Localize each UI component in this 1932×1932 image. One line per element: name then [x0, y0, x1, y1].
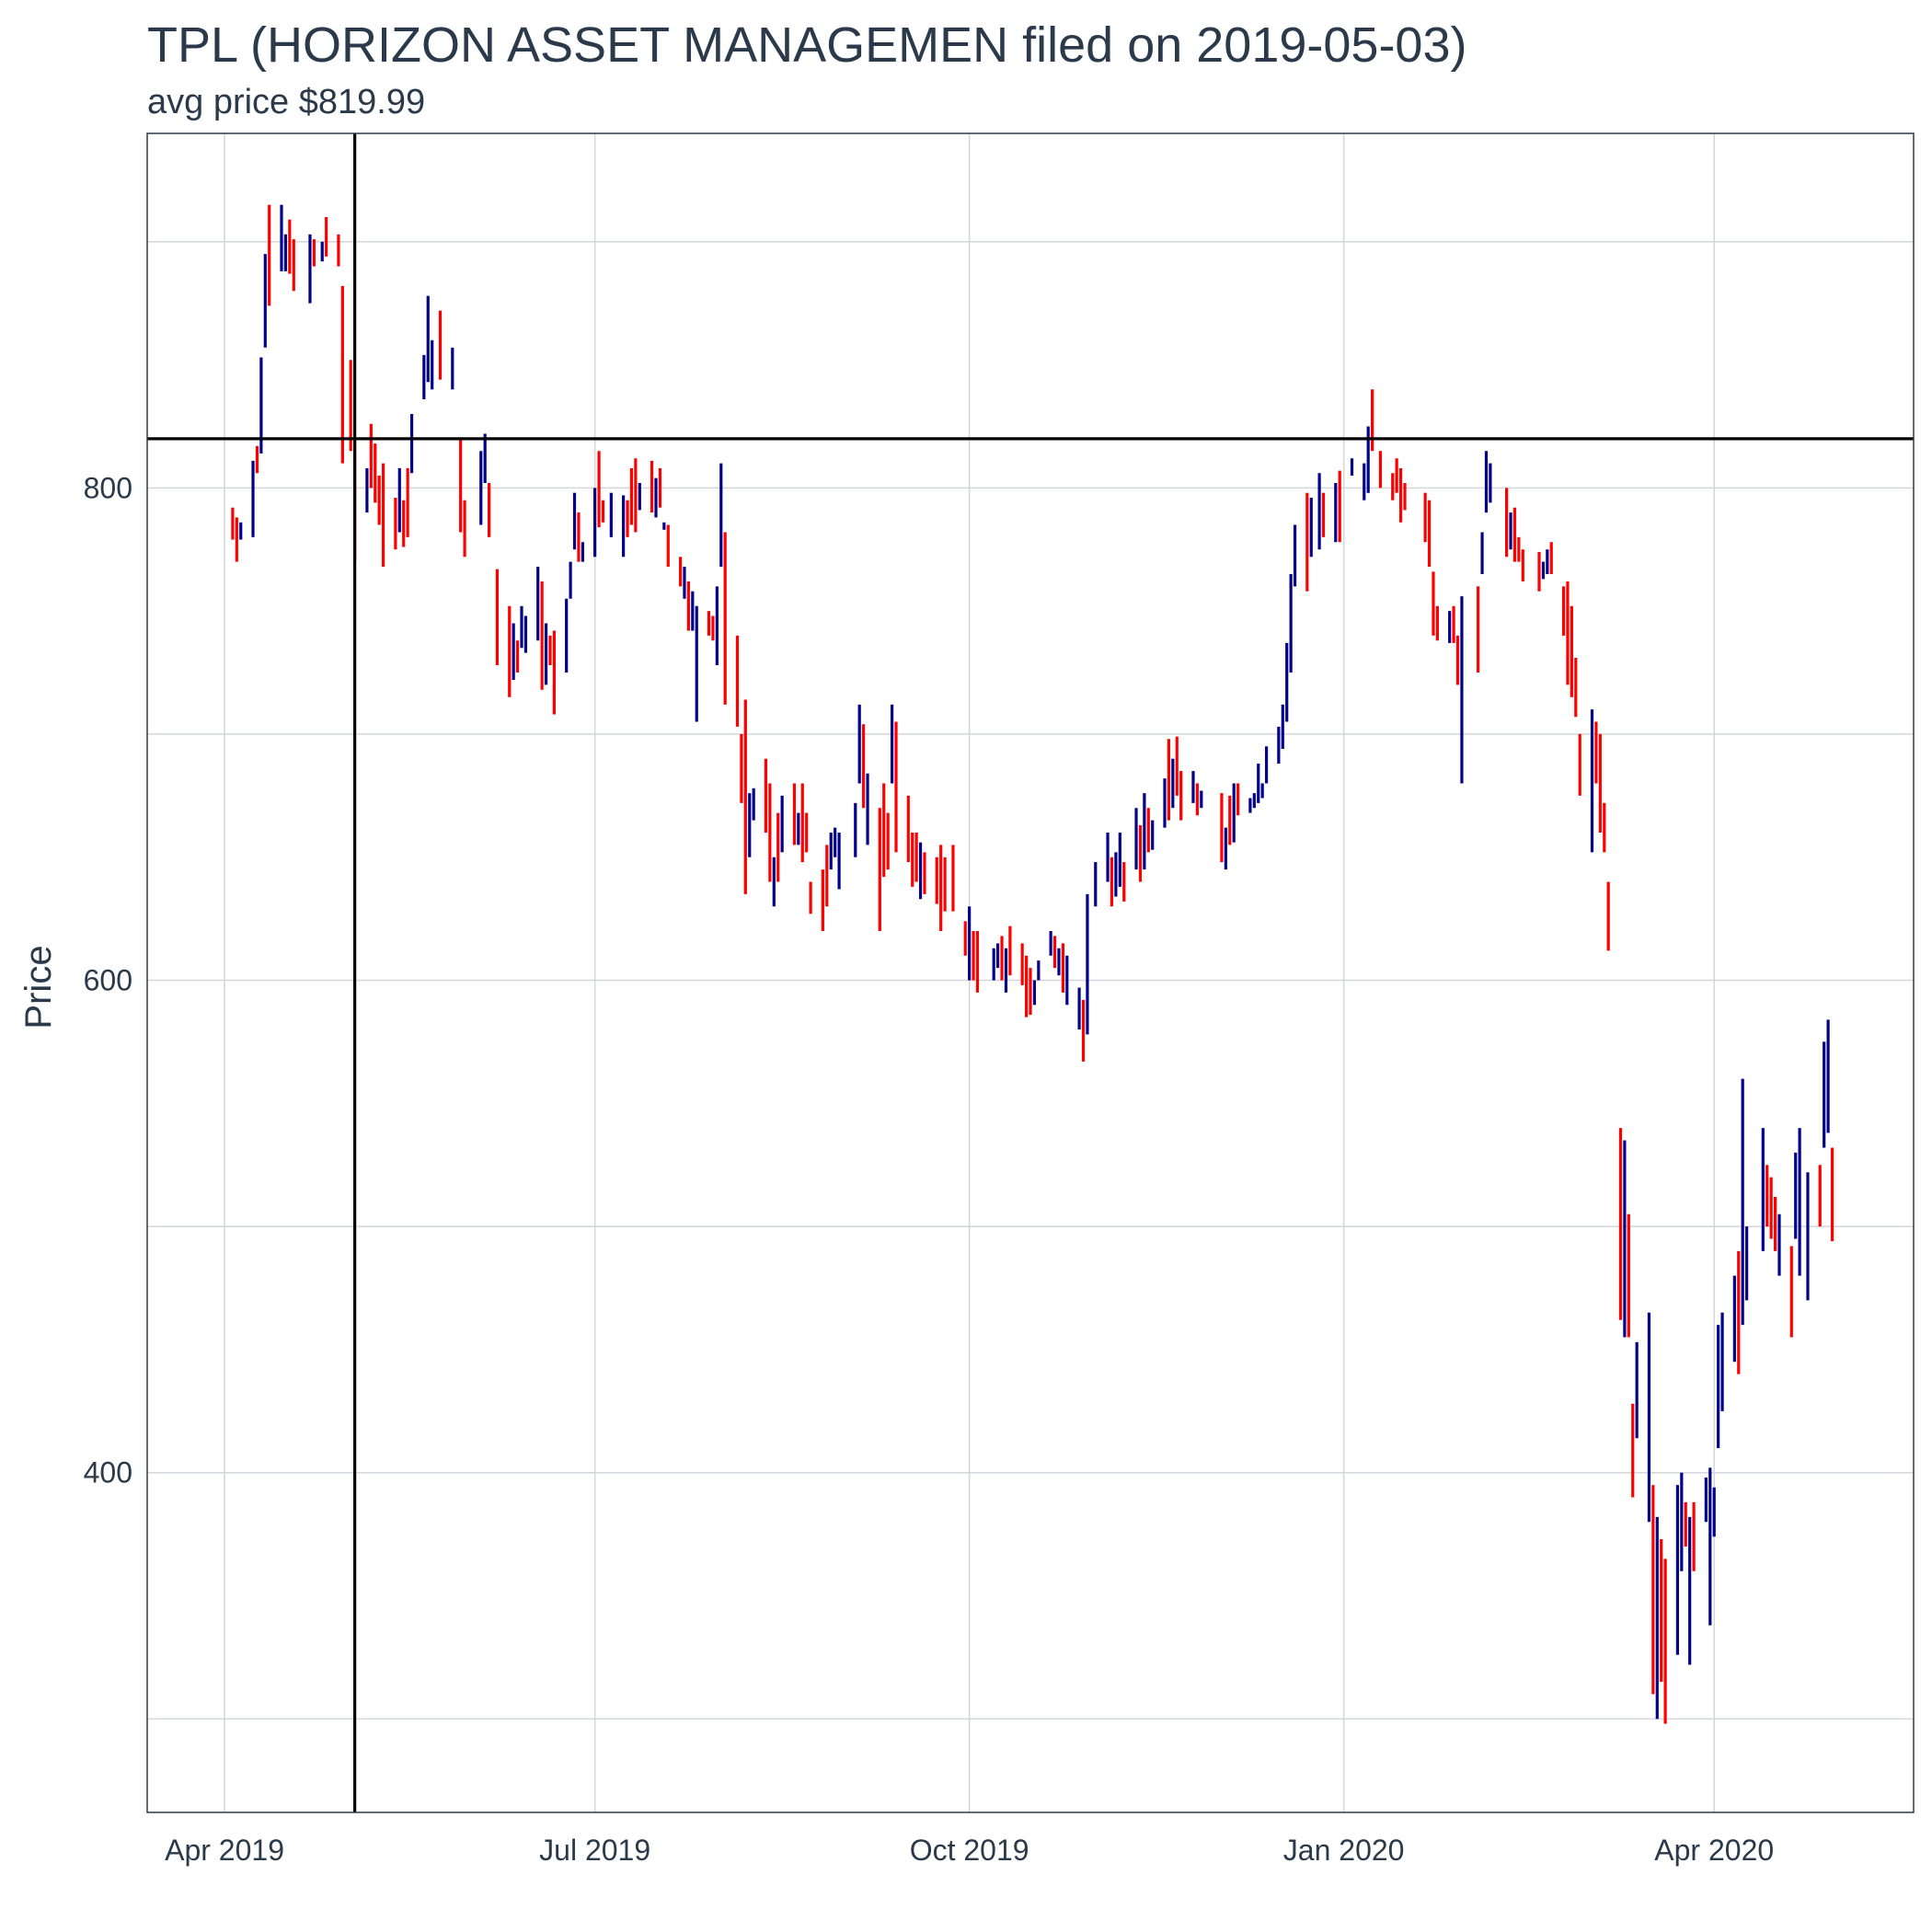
plot-border [146, 132, 1915, 1813]
reference-lines [147, 133, 1914, 1812]
x-tick-label: Apr 2020 [1654, 1834, 1774, 1867]
axis-ticks: 400 600 800 Apr 2019 Jul 2019 Oct 2019 Jan 202… [84, 471, 1775, 1867]
y-tick-label: 600 [84, 964, 132, 997]
chart-title: TPL (HORIZON ASSET MANAGEMEN filed on 20… [147, 17, 1467, 73]
x-tick-label: Apr 2019 [165, 1834, 284, 1867]
y-tick-label: 800 [84, 471, 132, 504]
ohlc-bars [231, 204, 1834, 1724]
y-tick-label: 400 [84, 1456, 132, 1489]
y-axis-title: Price [18, 945, 59, 1029]
x-tick-label: Oct 2019 [910, 1834, 1029, 1867]
x-tick-label: Jan 2020 [1283, 1834, 1405, 1867]
chart-subtitle: avg price $819.99 [147, 83, 426, 121]
x-tick-label: Jul 2019 [539, 1834, 650, 1867]
